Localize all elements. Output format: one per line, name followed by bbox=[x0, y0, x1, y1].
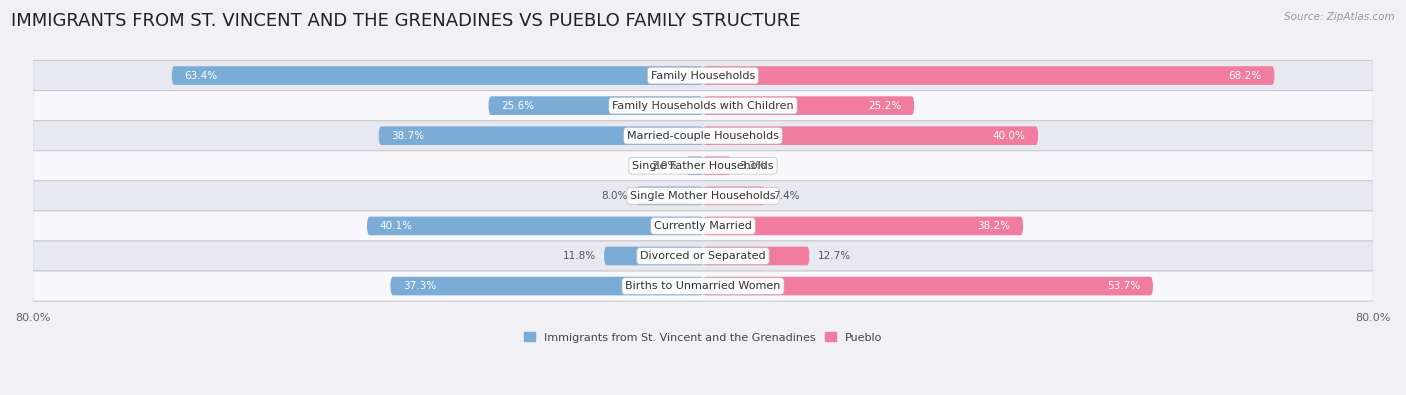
Text: 7.4%: 7.4% bbox=[773, 191, 800, 201]
FancyBboxPatch shape bbox=[703, 126, 1038, 145]
FancyBboxPatch shape bbox=[32, 151, 1374, 181]
Text: 8.0%: 8.0% bbox=[602, 191, 627, 201]
Text: IMMIGRANTS FROM ST. VINCENT AND THE GRENADINES VS PUEBLO FAMILY STRUCTURE: IMMIGRANTS FROM ST. VINCENT AND THE GREN… bbox=[11, 12, 801, 30]
FancyBboxPatch shape bbox=[32, 60, 1374, 90]
Text: Married-couple Households: Married-couple Households bbox=[627, 131, 779, 141]
Text: 37.3%: 37.3% bbox=[404, 281, 436, 291]
Text: 40.0%: 40.0% bbox=[993, 131, 1025, 141]
FancyBboxPatch shape bbox=[703, 186, 765, 205]
Text: 25.6%: 25.6% bbox=[501, 101, 534, 111]
Text: 25.2%: 25.2% bbox=[869, 101, 901, 111]
Text: 40.1%: 40.1% bbox=[380, 221, 412, 231]
FancyBboxPatch shape bbox=[703, 96, 914, 115]
Text: 12.7%: 12.7% bbox=[818, 251, 851, 261]
FancyBboxPatch shape bbox=[378, 126, 703, 145]
Text: 68.2%: 68.2% bbox=[1229, 71, 1261, 81]
Text: Source: ZipAtlas.com: Source: ZipAtlas.com bbox=[1284, 12, 1395, 22]
Text: Family Households with Children: Family Households with Children bbox=[612, 101, 794, 111]
FancyBboxPatch shape bbox=[32, 120, 1374, 151]
FancyBboxPatch shape bbox=[32, 181, 1374, 211]
FancyBboxPatch shape bbox=[636, 186, 703, 205]
FancyBboxPatch shape bbox=[391, 277, 703, 295]
FancyBboxPatch shape bbox=[32, 90, 1374, 120]
Text: 63.4%: 63.4% bbox=[184, 71, 218, 81]
FancyBboxPatch shape bbox=[703, 277, 1153, 295]
Text: 38.7%: 38.7% bbox=[391, 131, 425, 141]
Text: Single Mother Households: Single Mother Households bbox=[630, 191, 776, 201]
FancyBboxPatch shape bbox=[32, 211, 1374, 241]
FancyBboxPatch shape bbox=[32, 241, 1374, 271]
Text: Births to Unmarried Women: Births to Unmarried Women bbox=[626, 281, 780, 291]
Text: 2.0%: 2.0% bbox=[651, 161, 678, 171]
Text: 11.8%: 11.8% bbox=[562, 251, 596, 261]
FancyBboxPatch shape bbox=[703, 156, 731, 175]
Text: Single Father Households: Single Father Households bbox=[633, 161, 773, 171]
FancyBboxPatch shape bbox=[703, 66, 1274, 85]
FancyBboxPatch shape bbox=[703, 246, 810, 265]
Text: 3.3%: 3.3% bbox=[740, 161, 765, 171]
Text: 38.2%: 38.2% bbox=[977, 221, 1011, 231]
FancyBboxPatch shape bbox=[488, 96, 703, 115]
Text: Currently Married: Currently Married bbox=[654, 221, 752, 231]
FancyBboxPatch shape bbox=[686, 156, 703, 175]
Text: Divorced or Separated: Divorced or Separated bbox=[640, 251, 766, 261]
Text: Family Households: Family Households bbox=[651, 71, 755, 81]
FancyBboxPatch shape bbox=[703, 216, 1024, 235]
FancyBboxPatch shape bbox=[32, 271, 1374, 301]
FancyBboxPatch shape bbox=[367, 216, 703, 235]
Legend: Immigrants from St. Vincent and the Grenadines, Pueblo: Immigrants from St. Vincent and the Gren… bbox=[520, 328, 886, 347]
Text: 53.7%: 53.7% bbox=[1108, 281, 1140, 291]
FancyBboxPatch shape bbox=[605, 246, 703, 265]
FancyBboxPatch shape bbox=[172, 66, 703, 85]
